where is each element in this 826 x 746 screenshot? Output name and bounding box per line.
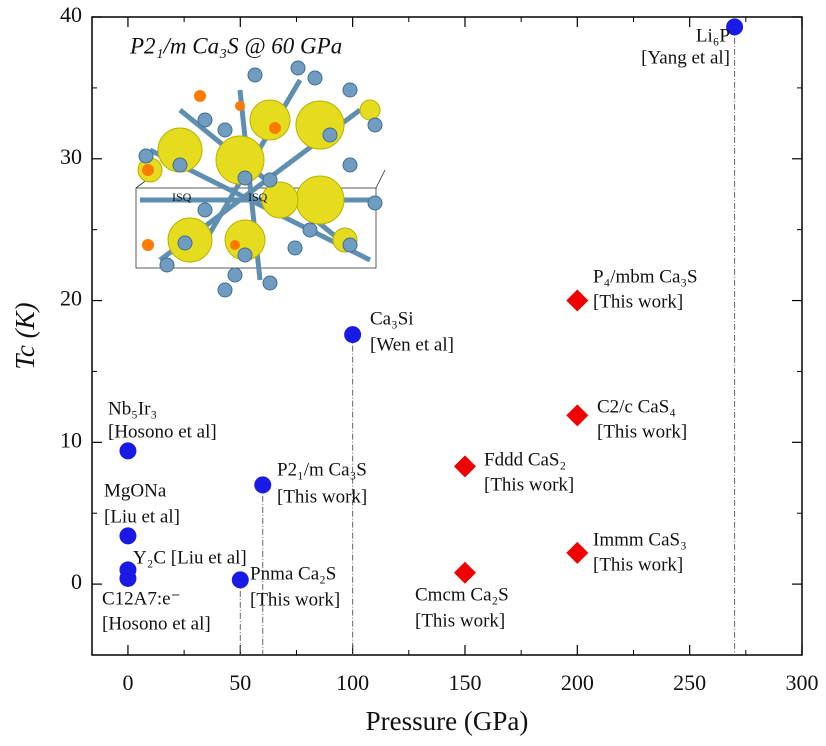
x-axis-title: Pressure (GPa) [366,706,529,736]
point [344,326,362,344]
point-label: Pnma Ca₂S [250,563,336,584]
point-label: [Liu et al] [104,506,180,527]
point-label: P2₁/m Ca₃S [277,459,367,480]
inset-title: P2₁/m Ca₃S @ 60 GPa [129,33,342,58]
x-tick-label: 0 [122,670,133,695]
point-label: P₄/mbm Ca₃S [593,266,698,287]
y-tick-label: 20 [60,286,82,311]
point [566,404,589,427]
point-label: Nb₅Ir₃ [108,398,157,419]
plot-frame [91,16,803,656]
point-label: [Wen et al] [370,334,454,355]
point-label: [Hosono et al] [108,421,217,442]
point-label: [This work] [415,610,505,631]
point-label: [Yang et al] [641,47,730,68]
point [119,569,137,587]
x-tick-label: 200 [561,670,594,695]
point-label: [This work] [593,554,683,575]
point-label: C2/c CaS₄ [597,396,676,417]
point [119,442,137,460]
point-label: Cmcm Ca₂S [415,584,509,605]
x-tick-label: 100 [336,670,369,695]
x-tick-label: 250 [673,670,706,695]
point-label: [This work] [484,474,574,495]
point-label: Fddd CaS₂ [484,449,566,470]
y-tick-label: 10 [60,427,82,452]
point [453,561,476,584]
x-tick-label: 50 [229,670,251,695]
point [566,541,589,564]
x-tick-label: 150 [448,670,481,695]
y-tick-label: 40 [60,2,82,27]
point [726,18,744,36]
point-label: C12A7:e⁻ [102,588,181,609]
point [566,289,589,312]
point-label: [This work] [277,486,367,507]
point [453,455,476,478]
point-label: [This work] [593,291,683,312]
point-label: Y₂C [Liu et al] [133,547,247,568]
point-label: Immm CaS₃ [593,529,687,550]
y-tick-label: 0 [71,569,82,594]
point [119,527,137,545]
point-label: [This work] [597,421,687,442]
inset-structure: ISQ ISQ [135,60,386,298]
y-axis-title: Tc (K) [10,302,40,369]
point-label: MgONa [104,480,167,501]
point-label: Li₆P [696,25,730,46]
y-tick-label: 30 [60,144,82,169]
inset-label: ISQ [248,190,268,204]
inset-label: ISQ [172,190,192,204]
x-tick-label: 300 [786,670,819,695]
point-label: Ca₃Si [370,308,414,329]
point [254,476,272,494]
point-label: [Hosono et al] [102,613,211,634]
point-label: [This work] [250,589,340,610]
point [231,571,249,589]
